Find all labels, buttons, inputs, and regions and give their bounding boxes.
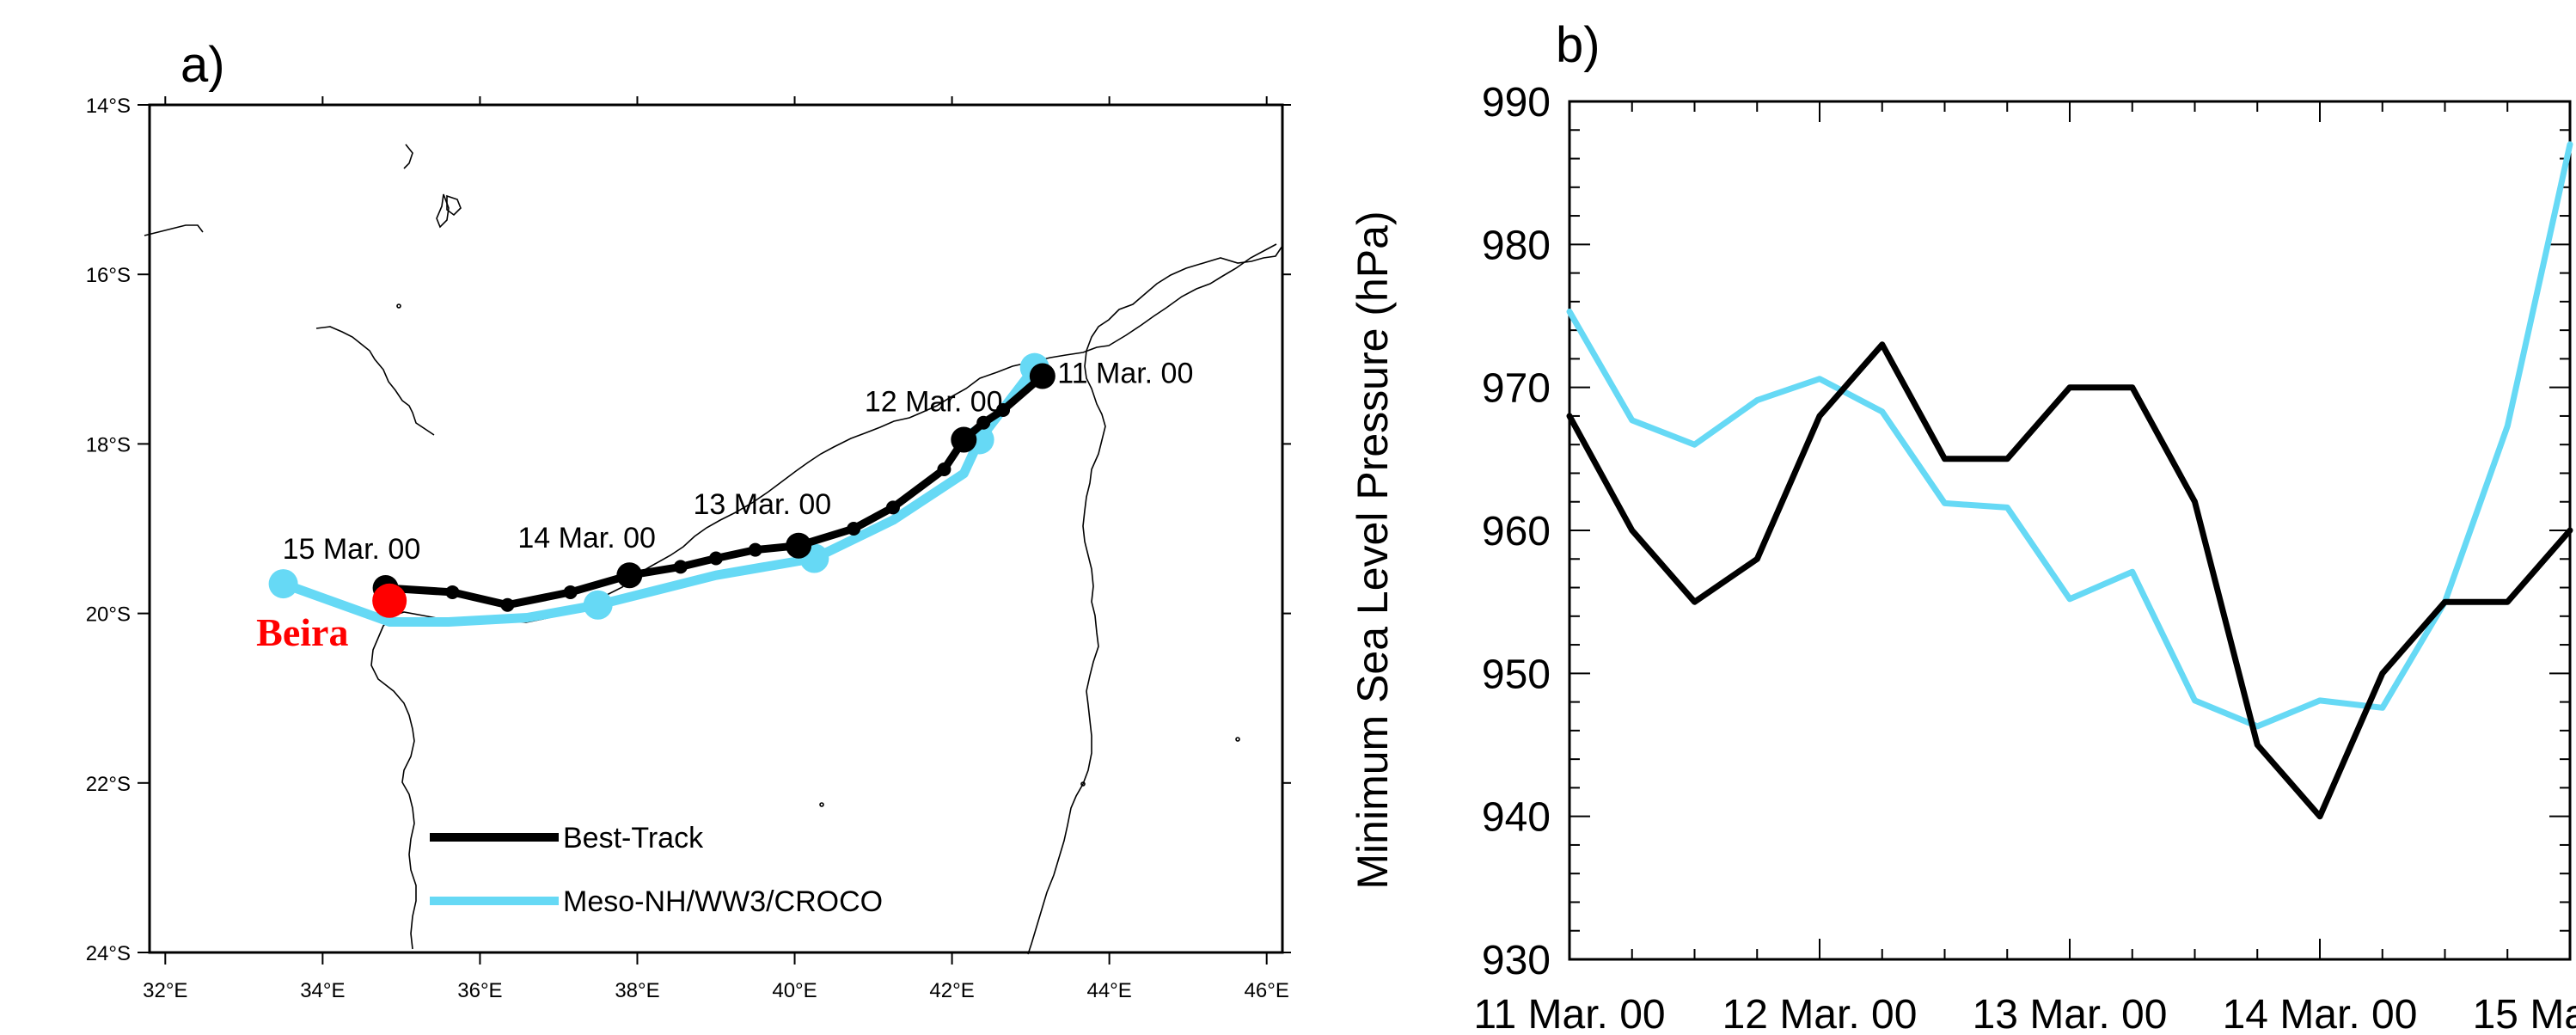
nw-boundary [144,224,204,236]
map-x-tick-label: 42°E [929,979,974,1002]
plot-axes: 930 940 950 960 970 980 990 11 Mar. 00 12 Mar. 0… [1473,80,2576,1035]
best-track-point [996,402,1011,417]
map-y-tick-label: 24°S [86,942,131,965]
beira-marker [372,583,407,618]
best-track-point [951,426,977,453]
y-tick-label: 940 [1482,795,1551,841]
lake-small-1 [403,144,413,169]
model-track-point [268,569,298,599]
legend-model-label: Meso-NH/WW3/CROCO [563,885,883,918]
map-y-tick-label: 18°S [86,433,131,456]
best-track-point [709,551,723,566]
map-y-tick-label: 14°S [86,95,131,118]
map-x-tick-label: 40°E [772,979,817,1002]
map-time-labels: 11 Mar. 00 12 Mar. 00 13 Mar. 00 14 Mar. 00… [283,358,1194,566]
plot-frame [1568,100,2572,961]
best-track-point [847,522,861,536]
map-axes: 32°E 34°E 36°E 38°E 40°E 42°E 44°E 46°E 14°S 16°S… [86,95,1291,1002]
best-track-point [563,585,578,599]
y-tick-label: 950 [1482,652,1551,697]
y-tick-label: 930 [1482,938,1551,983]
islet-2 [819,802,824,807]
island-small [446,194,462,217]
best-track-point [673,560,688,574]
best-track-point [937,462,951,476]
map-x-tick-label: 46°E [1245,979,1289,1002]
x-tick-label: 11 Mar. 00 [1473,992,1665,1035]
map-x-tick-label: 32°E [143,979,187,1002]
y-tick-label: 980 [1482,223,1551,268]
islet-4 [1080,781,1086,787]
map-x-tick-label: 36°E [457,979,502,1002]
map-x-tick-label: 34°E [300,979,345,1002]
plot-series [1566,141,2573,820]
x-tick-label: 15 Mar. 00 [2473,992,2576,1035]
map-x-tick-label: 44°E [1086,979,1131,1002]
x-tick-label: 14 Mar. 00 [2223,992,2418,1035]
best-track-point [616,562,643,589]
madagascar-coastline [1027,245,1283,955]
best-track-point [500,597,515,612]
panel-b-label: b) [1556,17,1600,73]
best-track-point [1029,363,1055,389]
model-track-line [278,363,1040,627]
panel-a-map: a) 32°E 34°E 36°E 38°E 40°E 42°E 44°E 46°E 14°S 1… [86,37,1291,1002]
best-track-point [748,542,762,557]
panel-a-label: a) [181,37,225,93]
time-label: 12 Mar. 00 [865,386,1003,419]
x-tick-label: 13 Mar. 00 [1973,992,2168,1035]
map-x-tick-label: 38°E [615,979,659,1002]
map-frame [148,103,1284,954]
islet-1 [1235,737,1240,742]
best-track-line [382,372,1047,609]
map-y-tick-label: 22°S [86,773,131,796]
legend-best-track-label: Best-Track [563,822,704,854]
best-track-point [976,415,991,430]
panel-b-pressure: b) Minimum Sea Level Pressure (hPa) 9309… [1349,17,2576,1035]
coastlines [144,144,1283,955]
time-label: 11 Mar. 00 [1057,358,1193,390]
y-axis-label: Minimum Sea Level Pressure (hPa) [1349,211,1397,889]
model-track-point [583,590,613,620]
beira-label: Beira [256,610,348,654]
lake-outline [315,326,435,436]
time-label: 13 Mar. 00 [694,488,832,521]
lake-small-2 [436,193,450,229]
best-track-point [445,585,460,599]
islet-3 [396,303,401,309]
map-legend: Best-Track Meso-NH/WW3/CROCO [430,822,883,918]
x-tick-label: 12 Mar. 00 [1722,992,1918,1035]
best-track-pressure-line [1566,341,2573,820]
time-label: 14 Mar. 00 [517,522,656,554]
map-y-tick-label: 20°S [86,603,131,627]
model-pressure-line [1566,141,2573,730]
africa-coastline [370,243,1277,950]
time-label: 15 Mar. 00 [283,533,421,566]
y-tick-label: 960 [1482,509,1551,554]
y-tick-label: 990 [1482,80,1551,126]
y-tick-label: 970 [1482,366,1551,412]
best-track-point [786,532,812,559]
best-track-point [885,500,900,515]
map-y-tick-label: 16°S [86,264,131,287]
